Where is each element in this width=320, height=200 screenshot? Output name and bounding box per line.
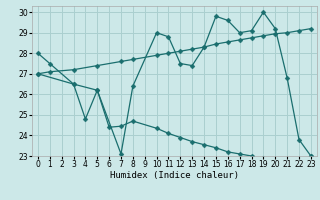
X-axis label: Humidex (Indice chaleur): Humidex (Indice chaleur) xyxy=(110,171,239,180)
